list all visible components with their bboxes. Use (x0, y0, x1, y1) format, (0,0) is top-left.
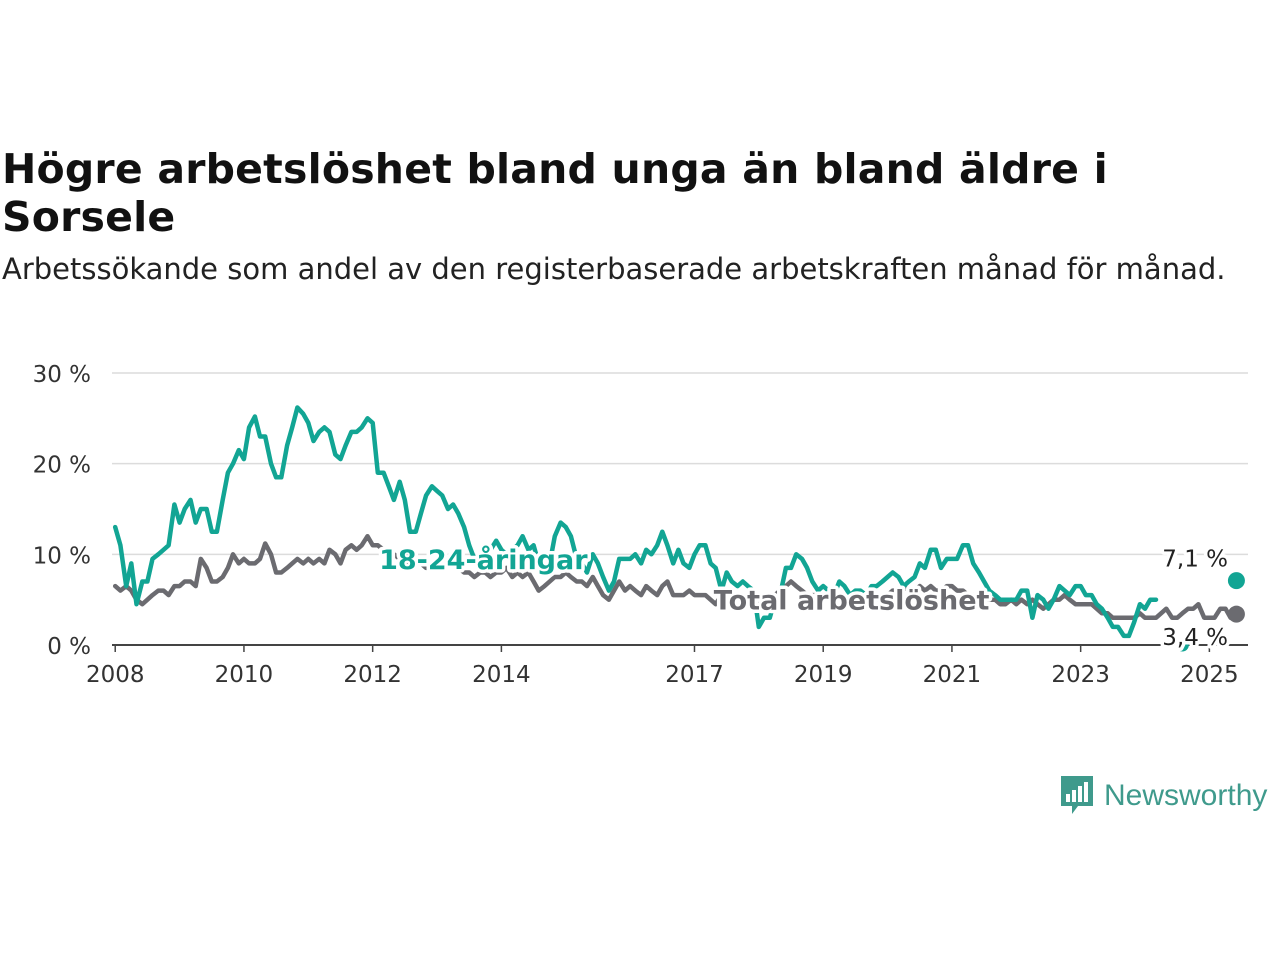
gridlines (112, 372, 1248, 646)
end-value-label: 7,1 % (1162, 547, 1228, 573)
x-tick-label: 2021 (923, 662, 982, 688)
series-line (112, 533, 1239, 621)
brand-name: Newsworthy (1104, 779, 1268, 812)
y-axis: 0 % 10 % 20 % 30 % (33, 362, 91, 660)
series-line (112, 405, 1159, 639)
chart-subtitle: Arbetssökande som andel av den registerb… (2, 252, 1226, 286)
end-point-marker (1227, 572, 1245, 590)
end-value-label: 3,4 % (1162, 625, 1228, 651)
y-tick-label: 30 % (33, 362, 91, 388)
series-label: 18-24-åringar (379, 544, 588, 576)
y-tick-label: 0 % (47, 634, 91, 660)
x-tick-label: 2012 (343, 662, 402, 688)
x-tick-label: 2008 (86, 662, 145, 688)
y-tick-label: 10 % (33, 543, 91, 569)
x-tick-label: 2023 (1051, 662, 1110, 688)
bar-chart-speech-bubble-icon (1061, 776, 1093, 814)
x-tick-label: 2025 (1180, 662, 1239, 688)
x-tick-label: 2019 (794, 662, 853, 688)
x-tick-label: 2010 (215, 662, 274, 688)
y-tick-label: 20 % (33, 453, 91, 479)
series-label: Total arbetslöshet (714, 586, 990, 617)
x-tick-label: 2017 (665, 662, 724, 688)
chart-title: Högre arbetslöshet bland unga än bland ä… (2, 145, 1108, 241)
data-point-marker (1175, 638, 1189, 652)
x-axis: 2008 2010 2012 2014 2017 2019 2021 2023 2025 (86, 645, 1239, 688)
end-point-marker (1227, 605, 1245, 623)
line-chart: 0 % 10 % 20 % 30 % 2008 2010 2012 2014 2017 2019… (33, 362, 1248, 688)
newsworthy-logo: Newsworthy (1058, 774, 1267, 818)
series-lines (112, 405, 1245, 652)
series-labels: 18-24-åringar Total arbetslöshet 7,1 % 3,4 … (376, 540, 1232, 654)
x-tick-label: 2014 (472, 662, 531, 688)
